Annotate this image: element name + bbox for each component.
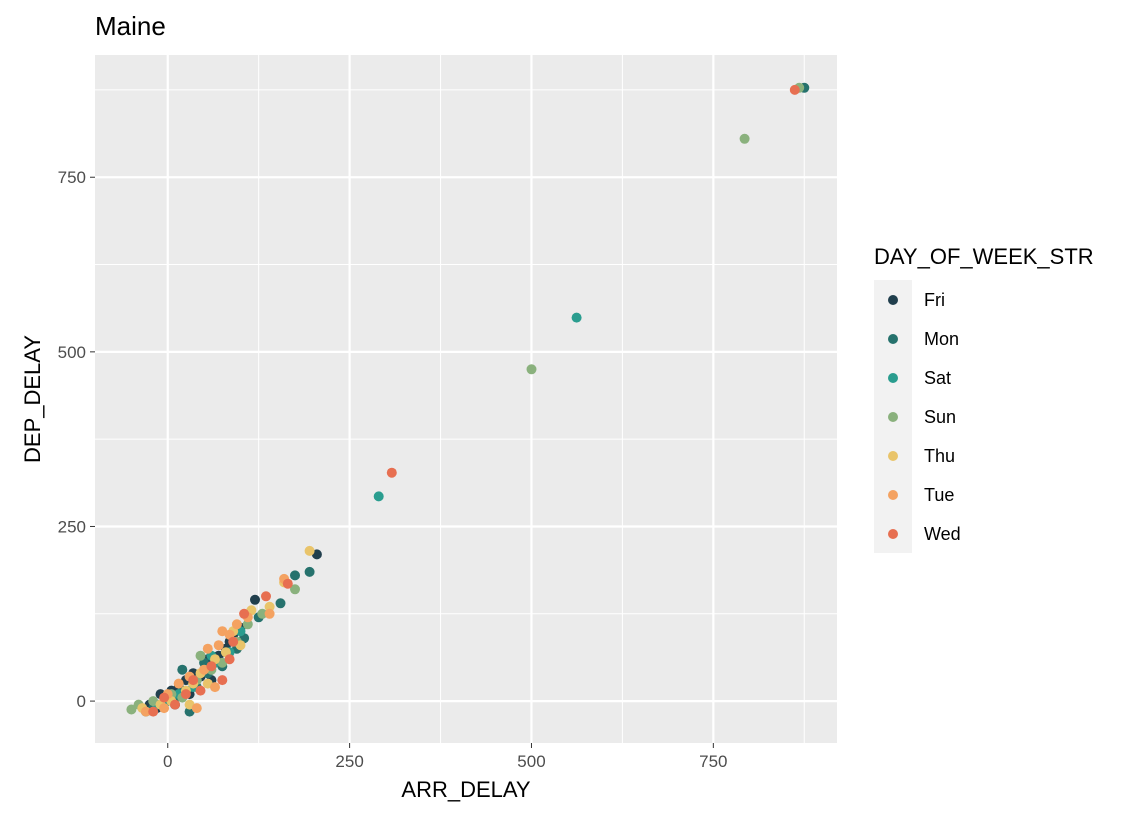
legend: Fri Mon Sat Sun Thu Tue Wed xyxy=(888,290,961,544)
point-tue xyxy=(213,640,224,651)
point-mon xyxy=(304,566,315,577)
legend-label: Sat xyxy=(924,368,951,388)
x-axis-title: ARR_DELAY xyxy=(401,777,531,802)
data-points xyxy=(126,82,810,717)
point-wed xyxy=(188,675,199,686)
x-tick-label: 250 xyxy=(335,752,363,771)
point-sun xyxy=(257,608,268,619)
x-tick-label: 750 xyxy=(699,752,727,771)
point-wed xyxy=(148,706,159,717)
y-axis-ticks: 0 250 500 750 xyxy=(58,168,95,711)
point-wed xyxy=(159,692,170,703)
point-thu xyxy=(264,601,275,612)
point-mon xyxy=(177,664,188,675)
point-tue xyxy=(217,626,228,637)
point-tue xyxy=(159,703,170,714)
y-tick-label: 500 xyxy=(58,343,86,362)
y-axis-title: DEP_DELAY xyxy=(20,335,45,463)
y-tick-label: 750 xyxy=(58,168,86,187)
legend-key-sat xyxy=(888,373,898,383)
point-sun xyxy=(195,650,206,661)
legend-key-wed xyxy=(888,529,898,539)
point-sun xyxy=(290,584,300,595)
x-tick-label: 0 xyxy=(163,752,172,771)
legend-title: DAY_OF_WEEK_STR xyxy=(874,244,1094,269)
point-sun xyxy=(242,619,253,630)
point-mon xyxy=(290,570,300,581)
point-tue xyxy=(191,703,202,714)
y-tick-label: 250 xyxy=(58,517,86,536)
point-tue xyxy=(231,619,242,630)
point-wed xyxy=(261,591,271,602)
chart-title: Maine xyxy=(95,11,166,41)
point-wed xyxy=(789,84,800,95)
legend-key-mon xyxy=(888,334,898,344)
point-wed xyxy=(217,675,228,686)
legend-label: Sun xyxy=(924,407,956,427)
legend-key-thu xyxy=(888,451,898,461)
point-mon xyxy=(275,598,286,609)
point-tue xyxy=(173,678,184,689)
point-wed xyxy=(224,654,235,665)
legend-label: Wed xyxy=(924,524,961,544)
point-wed xyxy=(170,699,180,710)
grid-major-lines xyxy=(95,55,837,743)
point-sun xyxy=(126,704,137,715)
legend-key-fri xyxy=(888,295,898,305)
point-sun xyxy=(526,364,537,375)
point-fri xyxy=(250,594,260,605)
legend-label: Fri xyxy=(924,290,945,310)
x-tick-label: 500 xyxy=(517,752,545,771)
point-wed xyxy=(239,608,250,619)
point-wed xyxy=(195,685,206,696)
point-wed xyxy=(180,689,191,700)
point-wed xyxy=(386,467,397,478)
point-sat xyxy=(373,491,384,502)
point-tue xyxy=(264,608,275,619)
y-tick-label: 0 xyxy=(77,692,86,711)
legend-label: Thu xyxy=(924,446,955,466)
point-wed xyxy=(228,636,239,647)
point-sun xyxy=(739,133,750,144)
legend-key-sun xyxy=(888,412,898,422)
x-axis-ticks: 0 250 500 750 xyxy=(163,743,728,771)
legend-label: Tue xyxy=(924,485,954,505)
grid-minor-lines xyxy=(95,55,837,743)
legend-key-tue xyxy=(888,490,898,500)
point-tue xyxy=(140,706,151,717)
point-wed xyxy=(206,661,217,672)
point-tue xyxy=(210,682,220,693)
point-thu xyxy=(304,545,315,556)
point-tue xyxy=(202,643,213,654)
legend-label: Mon xyxy=(924,329,959,349)
point-sat xyxy=(571,312,582,323)
plot-panel xyxy=(95,55,837,743)
point-wed xyxy=(282,578,293,589)
